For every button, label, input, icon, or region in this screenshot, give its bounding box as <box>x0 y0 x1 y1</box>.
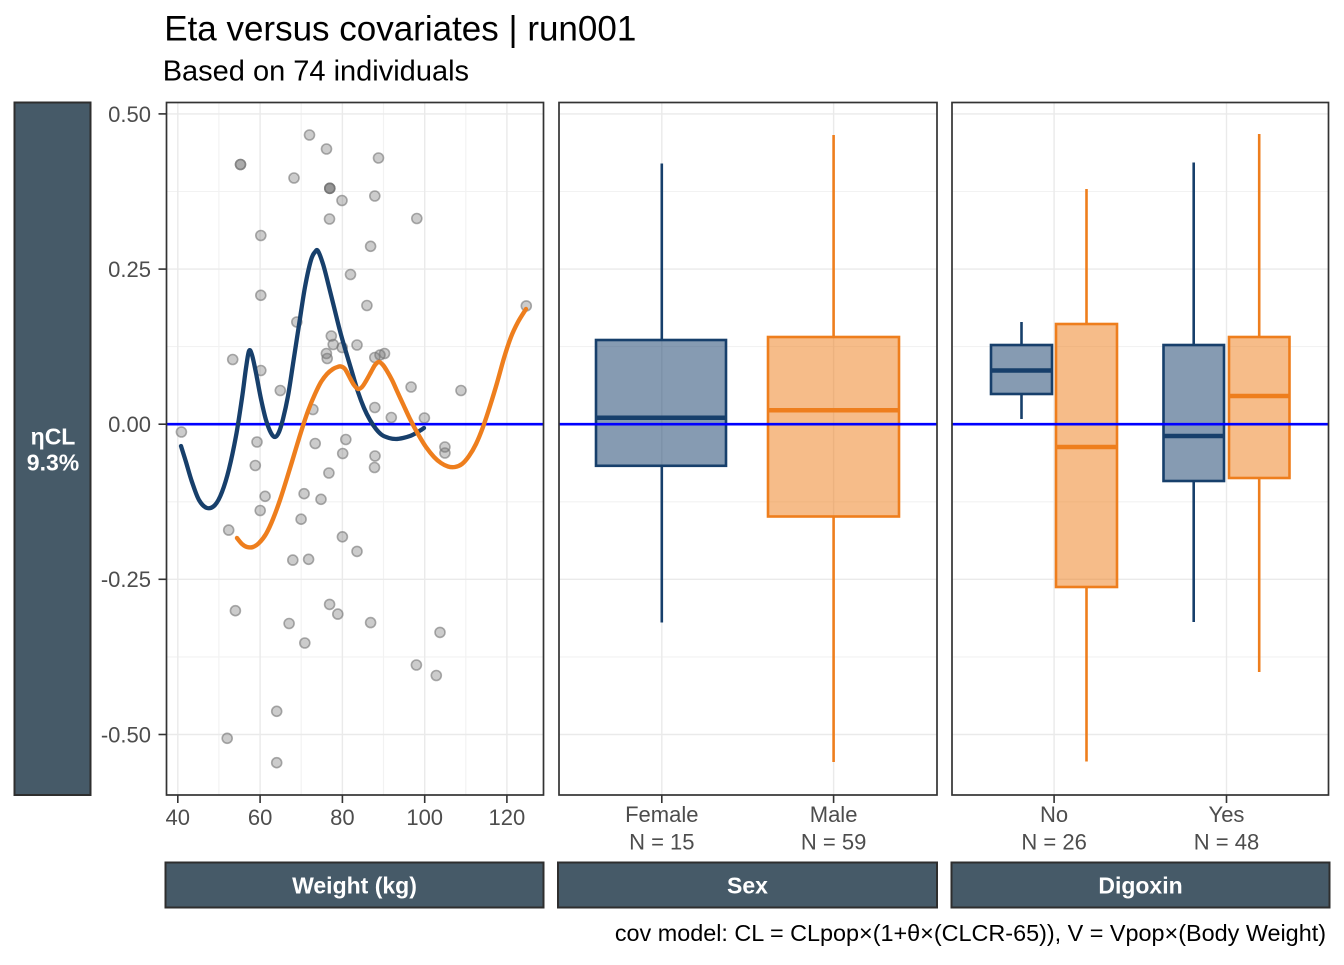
svg-text:N = 59: N = 59 <box>801 830 866 855</box>
svg-text:N = 15: N = 15 <box>629 830 694 855</box>
svg-text:ηCL: ηCL <box>31 424 76 450</box>
svg-text:Sex: Sex <box>727 873 768 899</box>
svg-text:-0.25: -0.25 <box>101 567 151 592</box>
svg-text:120: 120 <box>489 805 526 830</box>
svg-text:Digoxin: Digoxin <box>1098 873 1182 899</box>
svg-text:Eta versus covariates | run001: Eta versus covariates | run001 <box>164 9 636 48</box>
svg-text:N = 26: N = 26 <box>1021 830 1086 855</box>
svg-text:-0.50: -0.50 <box>101 722 151 747</box>
svg-text:80: 80 <box>330 805 354 830</box>
svg-text:Based on 74 individuals: Based on 74 individuals <box>163 55 469 87</box>
svg-text:Female: Female <box>625 802 698 827</box>
svg-text:100: 100 <box>406 805 443 830</box>
svg-text:60: 60 <box>248 805 272 830</box>
svg-text:Weight (kg): Weight (kg) <box>292 873 417 899</box>
svg-text:9.3%: 9.3% <box>27 450 79 476</box>
svg-text:cov model: CL = CLpop×(1+θ×(CL: cov model: CL = CLpop×(1+θ×(CLCR-65)), V… <box>615 920 1326 946</box>
svg-text:Male: Male <box>810 802 858 827</box>
svg-text:Yes: Yes <box>1209 802 1245 827</box>
svg-text:0.25: 0.25 <box>108 257 151 282</box>
svg-text:N = 48: N = 48 <box>1194 830 1259 855</box>
svg-text:0.50: 0.50 <box>108 102 151 127</box>
svg-text:0.00: 0.00 <box>108 412 151 437</box>
svg-text:No: No <box>1040 802 1068 827</box>
svg-text:40: 40 <box>166 805 190 830</box>
